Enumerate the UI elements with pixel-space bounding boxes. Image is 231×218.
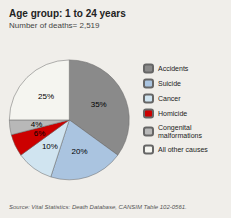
svg-text:malformations: malformations xyxy=(158,132,202,139)
svg-text:6%: 6% xyxy=(34,129,46,138)
svg-text:Accidents: Accidents xyxy=(158,65,189,72)
svg-text:35%: 35% xyxy=(91,100,107,109)
svg-text:4%: 4% xyxy=(31,120,43,129)
svg-text:All other causes: All other causes xyxy=(158,146,208,153)
svg-text:Cancer: Cancer xyxy=(158,95,181,102)
svg-text:Congenital: Congenital xyxy=(158,124,192,132)
svg-text:Homicide: Homicide xyxy=(158,110,187,117)
svg-text:Source: Vital Statistics: Deat: Source: Vital Statistics: Death Database… xyxy=(9,204,187,210)
svg-text:20%: 20% xyxy=(71,147,87,156)
svg-text:Age group: 1 to 24 years: Age group: 1 to 24 years xyxy=(9,8,126,19)
svg-text:10%: 10% xyxy=(42,142,58,151)
svg-text:25%: 25% xyxy=(38,92,54,101)
svg-text:Number of deaths= 2,519: Number of deaths= 2,519 xyxy=(9,21,100,30)
svg-text:Suicide: Suicide xyxy=(158,80,181,87)
